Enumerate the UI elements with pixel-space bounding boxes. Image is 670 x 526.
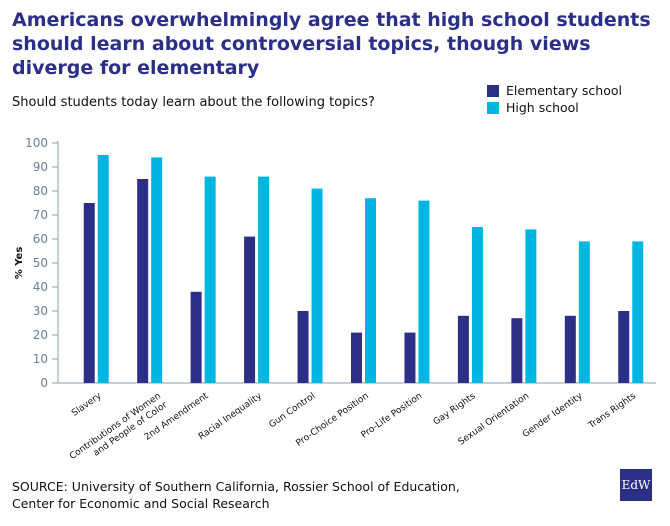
bar-elementary xyxy=(137,179,149,383)
y-axis-label: % Yes xyxy=(14,247,25,280)
bar-elementary xyxy=(244,236,256,383)
bar-elementary xyxy=(83,203,95,383)
bar-elementary xyxy=(351,332,362,383)
x-tick-label: Gun Control xyxy=(267,391,317,430)
x-tick-label: Gender Identity xyxy=(521,391,585,440)
y-tick-label: 50 xyxy=(33,256,48,270)
chart-subtitle: Should students today learn about the fo… xyxy=(12,95,375,110)
bar-high-school xyxy=(365,198,376,383)
y-tick-label: 80 xyxy=(33,184,48,198)
legend-item-high-school: High school xyxy=(487,99,622,116)
legend-label: Elementary school xyxy=(506,83,622,98)
bar-high-school xyxy=(632,241,644,383)
y-tick-label: 10 xyxy=(33,352,48,366)
bar-elementary xyxy=(618,311,630,383)
bar-elementary xyxy=(404,332,416,383)
y-tick-label: 90 xyxy=(33,160,48,174)
bar-elementary xyxy=(564,315,576,383)
x-tick-label: Trans Rights xyxy=(586,391,638,432)
source-line: SOURCE: University of Southern Californi… xyxy=(12,479,460,494)
bar-elementary xyxy=(297,311,309,383)
y-tick-label: 100 xyxy=(25,136,48,150)
bar-high-school xyxy=(258,176,270,383)
bar-high-school xyxy=(525,229,537,383)
y-tick-label: 60 xyxy=(33,232,48,246)
bar-high-school xyxy=(578,241,590,383)
y-tick-label: 0 xyxy=(40,376,48,390)
y-tick-label: 40 xyxy=(33,280,48,294)
bar-high-school xyxy=(471,227,483,383)
bar-elementary xyxy=(190,291,202,383)
bar-elementary xyxy=(511,318,523,383)
legend-swatch xyxy=(487,101,499,114)
bar-high-school xyxy=(311,188,323,383)
source-note: SOURCE: University of Southern Californi… xyxy=(12,478,460,512)
bar-high-school xyxy=(97,155,109,383)
legend: Elementary school High school xyxy=(487,82,622,116)
bar-elementary xyxy=(457,315,469,383)
x-tick-label: Gay Rights xyxy=(432,391,478,428)
legend-swatch xyxy=(487,84,499,97)
legend-item-elementary: Elementary school xyxy=(487,82,622,99)
edweek-logo: EdW xyxy=(620,469,652,501)
bar-high-school xyxy=(204,176,216,383)
y-tick-label: 70 xyxy=(33,208,48,222)
bar-high-school xyxy=(418,200,430,383)
source-line: Center for Economic and Social Research xyxy=(12,496,270,511)
legend-label: High school xyxy=(506,100,579,115)
chart-title: Americans overwhelmingly agree that high… xyxy=(12,9,651,79)
x-tick-label: Slavery xyxy=(70,391,104,419)
y-tick-label: 20 xyxy=(33,328,48,342)
y-tick-label: 30 xyxy=(33,304,48,318)
bar-high-school xyxy=(151,157,163,383)
